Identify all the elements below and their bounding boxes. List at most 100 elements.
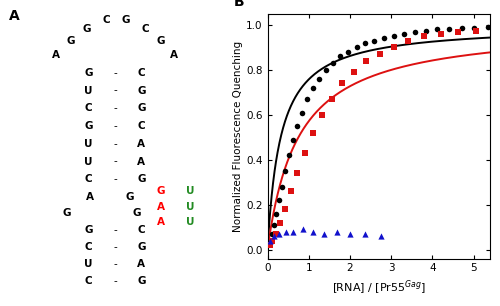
Point bbox=[376, 52, 384, 57]
Text: -: - bbox=[113, 242, 117, 252]
Point bbox=[276, 220, 284, 225]
Text: -: - bbox=[113, 276, 117, 285]
Point bbox=[284, 153, 292, 158]
Text: G: G bbox=[137, 174, 145, 184]
Text: U: U bbox=[84, 139, 93, 149]
Point bbox=[272, 211, 280, 216]
Point bbox=[268, 238, 276, 243]
Point bbox=[380, 36, 388, 41]
Text: U: U bbox=[186, 186, 194, 196]
Text: C: C bbox=[138, 68, 145, 78]
Point bbox=[484, 25, 492, 30]
Point bbox=[309, 229, 317, 234]
Text: G: G bbox=[137, 276, 145, 285]
Point bbox=[377, 234, 385, 239]
Text: C: C bbox=[85, 103, 92, 113]
Point bbox=[370, 38, 378, 43]
Point bbox=[458, 26, 466, 31]
Point bbox=[282, 229, 290, 234]
Text: G: G bbox=[157, 186, 166, 196]
Text: G: G bbox=[157, 36, 166, 46]
Point bbox=[278, 184, 285, 189]
Point bbox=[293, 124, 301, 129]
Point bbox=[288, 137, 296, 142]
Point bbox=[390, 45, 398, 50]
Text: G: G bbox=[137, 242, 145, 252]
Point bbox=[352, 45, 360, 50]
Point bbox=[304, 97, 312, 102]
Text: U: U bbox=[84, 157, 93, 166]
Point bbox=[338, 81, 346, 86]
Text: A: A bbox=[170, 50, 178, 60]
Point bbox=[293, 171, 301, 176]
Point bbox=[434, 27, 442, 32]
Text: U: U bbox=[84, 86, 93, 95]
Point bbox=[390, 34, 398, 39]
Text: -: - bbox=[113, 157, 117, 166]
Point bbox=[350, 70, 358, 75]
Point bbox=[362, 58, 370, 63]
Point bbox=[270, 222, 278, 227]
Point bbox=[422, 28, 430, 33]
Point bbox=[361, 231, 369, 236]
Text: B: B bbox=[234, 0, 245, 9]
Point bbox=[281, 207, 289, 212]
Point bbox=[298, 227, 306, 232]
Text: C: C bbox=[102, 15, 110, 25]
Point bbox=[436, 32, 444, 36]
Text: G: G bbox=[82, 24, 90, 34]
Point bbox=[454, 29, 462, 34]
Text: C: C bbox=[85, 174, 92, 184]
Text: G: G bbox=[133, 208, 141, 218]
Point bbox=[332, 229, 340, 234]
Point bbox=[420, 34, 428, 39]
Text: -: - bbox=[113, 174, 117, 184]
Point bbox=[300, 151, 308, 155]
Point bbox=[344, 50, 352, 54]
Point bbox=[346, 231, 354, 236]
Point bbox=[320, 231, 328, 236]
Point bbox=[410, 29, 418, 34]
Point bbox=[298, 110, 306, 115]
Text: C: C bbox=[85, 242, 92, 252]
Text: -: - bbox=[113, 225, 117, 235]
Text: U: U bbox=[186, 202, 194, 211]
Point bbox=[281, 169, 289, 174]
Point bbox=[336, 54, 344, 59]
Point bbox=[309, 85, 317, 90]
Text: A: A bbox=[157, 217, 165, 227]
Text: G: G bbox=[122, 15, 130, 25]
Point bbox=[268, 231, 276, 236]
Point bbox=[472, 28, 480, 33]
Text: A: A bbox=[138, 157, 145, 166]
Text: -: - bbox=[113, 259, 117, 269]
Text: -: - bbox=[113, 139, 117, 149]
Text: C: C bbox=[138, 121, 145, 131]
Point bbox=[400, 32, 408, 36]
Text: A: A bbox=[138, 139, 145, 149]
Text: A: A bbox=[10, 9, 20, 23]
Text: -: - bbox=[113, 86, 117, 95]
Text: -: - bbox=[113, 121, 117, 131]
Point bbox=[322, 67, 330, 72]
Point bbox=[274, 198, 282, 203]
Point bbox=[275, 231, 283, 236]
Point bbox=[318, 112, 326, 117]
Text: G: G bbox=[84, 225, 93, 235]
Point bbox=[290, 229, 298, 234]
Text: U: U bbox=[186, 217, 194, 227]
Point bbox=[445, 26, 453, 31]
Text: G: G bbox=[84, 68, 93, 78]
Point bbox=[329, 61, 337, 65]
Text: C: C bbox=[85, 276, 92, 285]
Text: C: C bbox=[138, 225, 145, 235]
Point bbox=[309, 130, 317, 135]
Text: -: - bbox=[113, 103, 117, 113]
Point bbox=[266, 243, 274, 248]
Point bbox=[272, 231, 280, 236]
Point bbox=[266, 238, 274, 243]
Point bbox=[470, 25, 478, 30]
Point bbox=[286, 189, 294, 194]
X-axis label: [RNA] / [Pr55$^{Gag}$]: [RNA] / [Pr55$^{Gag}$] bbox=[332, 279, 426, 297]
Text: A: A bbox=[86, 192, 94, 202]
